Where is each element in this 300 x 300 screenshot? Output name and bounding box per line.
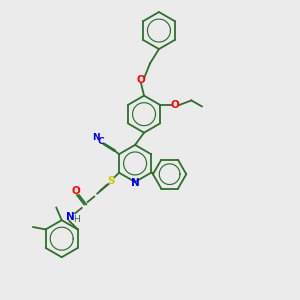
Text: O: O — [137, 75, 146, 85]
Text: O: O — [71, 186, 80, 196]
Text: N: N — [92, 133, 100, 142]
Text: N: N — [66, 212, 75, 222]
Text: N: N — [131, 178, 140, 188]
Text: S: S — [107, 176, 114, 186]
Text: H: H — [73, 215, 80, 224]
Text: C: C — [97, 137, 104, 146]
Text: O: O — [171, 100, 179, 110]
